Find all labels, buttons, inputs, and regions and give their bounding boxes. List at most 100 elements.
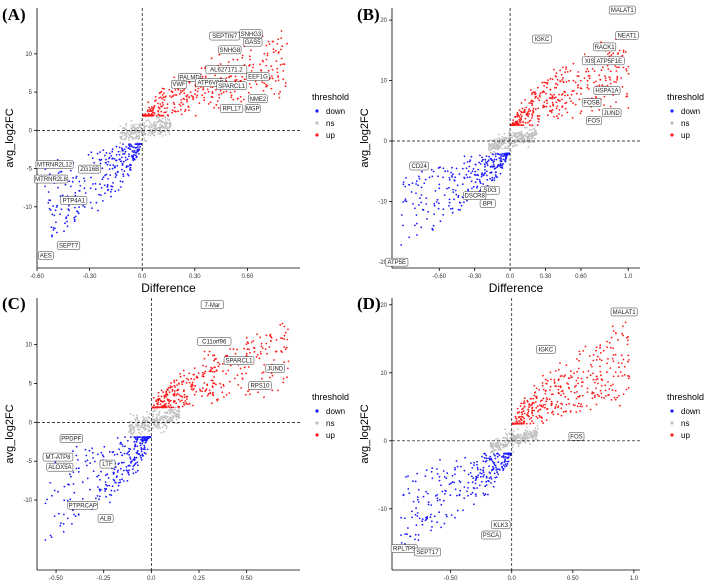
point-up [569,377,571,379]
point-ns [155,128,158,131]
point-down [436,468,438,470]
point-ns [498,137,500,140]
point-up [213,354,216,357]
point-up [172,406,175,409]
point-up [176,384,179,386]
point-up [205,388,208,390]
point-up [615,81,617,83]
point-up [286,376,288,379]
legend-key-up [670,133,674,137]
point-ns [123,134,125,137]
point-up [549,89,552,91]
point-ns [138,123,141,126]
point-down [119,481,122,484]
gene-label-text: C11orf96 [202,339,227,345]
point-up [551,109,554,111]
point-up [202,88,205,91]
point-up [183,374,186,377]
point-up [277,79,280,82]
point-up [265,64,268,67]
gene-label-text: PTPRCAP [69,503,97,509]
point-ns [532,429,535,432]
point-up [202,387,204,390]
point-up [606,362,608,365]
point-down [114,190,117,193]
point-ns [165,121,168,124]
point-down [443,499,445,502]
point-down [471,170,474,173]
point-up [175,402,178,405]
point-down [483,494,486,497]
point-up [170,96,173,99]
point-down [124,436,126,438]
point-down [133,436,136,438]
point-down [488,459,491,461]
point-up [267,40,270,43]
point-up [520,415,522,418]
point-up [264,348,267,351]
point-down [454,468,456,471]
point-down [483,474,485,476]
point-down [77,212,80,215]
point-up [156,406,159,408]
point-down [121,148,124,151]
point-ns [522,135,525,138]
gene-label-text: EEF1G [248,75,268,81]
point-ns [132,132,135,134]
point-down [132,468,134,471]
point-down [100,488,102,491]
point-down [50,226,53,229]
point-down [104,192,106,195]
point-ns [147,419,150,422]
point-up [546,81,549,84]
point-down [455,167,458,170]
point-down [430,520,433,523]
point-ns [488,146,490,149]
x-tick-label: 0.0 [147,576,156,582]
point-up [152,109,154,111]
point-down [479,468,482,471]
point-up [582,350,585,352]
point-down [143,444,146,447]
gene-label-box [385,257,409,267]
point-up [269,335,272,338]
point-down [117,481,120,484]
point-up [167,386,170,389]
point-up [607,68,610,70]
point-up [528,403,531,405]
point-down [107,178,109,180]
point-up [282,381,285,384]
point-down [72,483,75,485]
point-down [474,163,477,166]
point-up [237,384,240,386]
point-up [207,354,210,356]
point-down [114,176,117,179]
point-down [108,152,111,155]
point-up [553,68,555,71]
point-ns [145,416,148,419]
point-down [476,173,479,176]
point-up [167,389,169,391]
point-down [461,167,464,170]
point-down [108,450,111,453]
point-down [79,185,82,187]
point-down [135,456,138,459]
point-up [247,366,250,368]
point-ns [493,449,496,451]
gene-label-text: PTP4A1 [63,198,86,204]
point-down [120,160,123,163]
point-ns [498,141,501,143]
point-up [157,399,160,402]
point-down [415,507,417,510]
point-up [275,339,278,341]
gene-label: MALAT1 [610,307,638,317]
point-up [626,343,629,346]
point-down [498,468,500,471]
point-up [576,370,579,373]
point-down [489,166,492,168]
point-up [169,399,172,402]
point-down [404,199,406,202]
point-up [249,58,251,61]
point-up [164,405,167,407]
point-down [96,495,99,497]
